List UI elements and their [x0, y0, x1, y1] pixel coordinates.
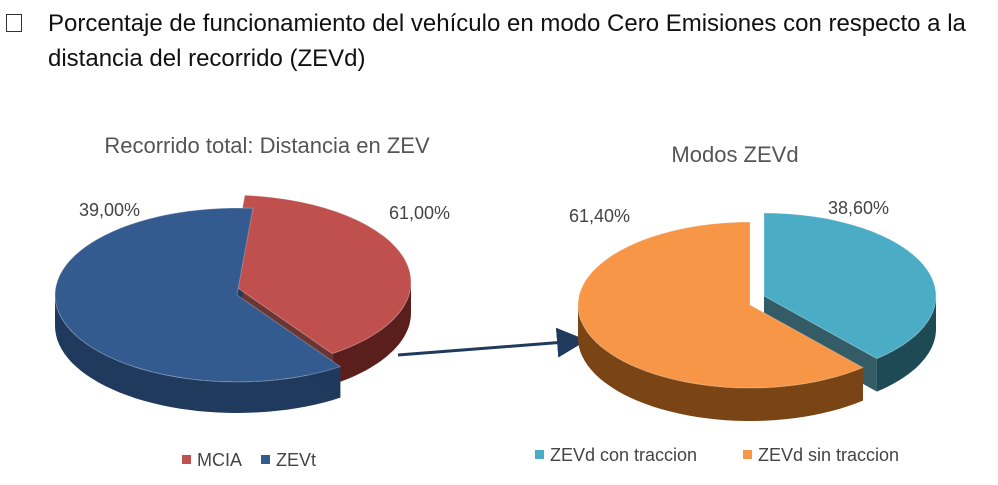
pie-side-zevt — [55, 295, 341, 413]
chart-1: Recorrido total: Distancia en ZEV 39,00%… — [54, 133, 450, 470]
legend-label-con-traccion: ZEVd con traccion — [550, 445, 697, 465]
chart-2-label-con: 38,60% — [828, 198, 889, 218]
legend-label-sin-traccion: ZEVd sin traccion — [758, 445, 899, 465]
pie-side-mcia — [332, 282, 411, 385]
legend-label-mcia: MCIA — [197, 450, 242, 470]
legend-label-zevt: ZEVt — [276, 450, 316, 470]
chart-2-title: Modos ZEVd — [671, 142, 798, 167]
pie-side-zevd-sin-traccion — [578, 305, 863, 421]
chart-2: Modos ZEVd 61,40% 38,60% ZEVd con tracci… — [535, 142, 937, 465]
chart-1-legend: MCIA ZEVt — [182, 450, 316, 470]
chart-1-title: Recorrido total: Distancia en ZEV — [104, 133, 430, 158]
chart-2-legend: ZEVd con traccion ZEVd sin traccion — [535, 445, 899, 465]
pie-slice-zevd-con-traccion — [763, 212, 937, 360]
legend-swatch-mcia — [182, 455, 191, 464]
heading-text: Porcentaje de funcionamiento del vehícul… — [48, 10, 966, 72]
legend-swatch-con-traccion — [535, 450, 544, 459]
pie-slice-zevd-sin-traccion — [577, 221, 865, 389]
chart-1-label-mcia: 39,00% — [79, 200, 140, 220]
arrow-right-icon — [397, 327, 587, 358]
checkbox-bullet-icon — [6, 14, 22, 32]
chart-2-pie — [577, 212, 937, 421]
pie-side-zevd-con-traccion — [876, 296, 936, 392]
pie-slice-zevt — [54, 207, 342, 383]
chart-2-label-sin: 61,40% — [569, 206, 630, 226]
legend-swatch-sin-traccion — [743, 450, 752, 459]
chart-1-label-zevt: 61,00% — [389, 203, 450, 223]
chart-1-pie — [54, 194, 412, 413]
pie-slice-mcia — [228, 194, 412, 355]
legend-swatch-zevt — [261, 455, 270, 464]
